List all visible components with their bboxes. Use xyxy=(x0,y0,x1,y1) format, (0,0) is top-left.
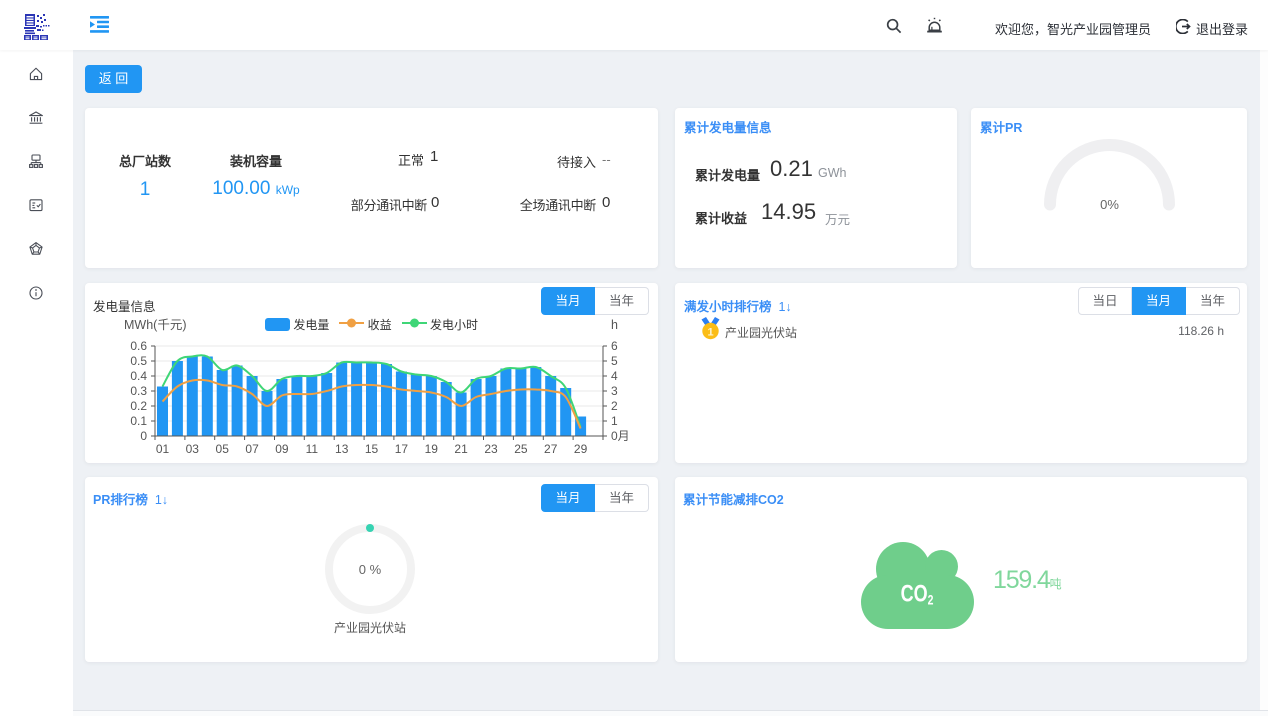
svg-text:25: 25 xyxy=(514,442,528,456)
svg-text:产业园光伏站: 产业园光伏站 xyxy=(334,621,406,635)
svg-text:27: 27 xyxy=(544,442,558,456)
svg-text:05: 05 xyxy=(216,442,230,456)
svg-text:1: 1 xyxy=(611,414,618,428)
svg-text:0%: 0% xyxy=(1100,197,1119,212)
svg-text:3: 3 xyxy=(611,384,618,398)
svg-text:0.6: 0.6 xyxy=(130,339,147,353)
svg-text:0月: 0月 xyxy=(611,429,630,443)
svg-text:13: 13 xyxy=(335,442,349,456)
svg-text:6: 6 xyxy=(611,339,618,353)
svg-text:29: 29 xyxy=(574,442,588,456)
svg-text:MWh(千元): MWh(千元) xyxy=(124,318,187,332)
svg-text:0.1: 0.1 xyxy=(130,414,147,428)
svg-text:0.2: 0.2 xyxy=(130,399,147,413)
svg-text:23: 23 xyxy=(484,442,498,456)
svg-text:15: 15 xyxy=(365,442,379,456)
svg-text:0.5: 0.5 xyxy=(130,354,147,368)
svg-text:5: 5 xyxy=(611,354,618,368)
svg-text:2: 2 xyxy=(611,399,618,413)
svg-text:0 %: 0 % xyxy=(359,562,382,577)
svg-text:11: 11 xyxy=(306,442,319,456)
svg-text:0.4: 0.4 xyxy=(130,369,147,383)
svg-text:21: 21 xyxy=(454,442,468,456)
svg-text:4: 4 xyxy=(611,369,618,383)
svg-text:01: 01 xyxy=(156,442,170,456)
svg-text:09: 09 xyxy=(275,442,289,456)
svg-text:0: 0 xyxy=(140,429,147,443)
svg-text:17: 17 xyxy=(395,442,409,456)
svg-text:1: 1 xyxy=(707,327,713,339)
svg-text:h: h xyxy=(611,318,618,332)
svg-text:0.3: 0.3 xyxy=(130,384,147,398)
svg-text:03: 03 xyxy=(186,442,200,456)
svg-text:07: 07 xyxy=(245,442,259,456)
svg-text:19: 19 xyxy=(425,442,439,456)
